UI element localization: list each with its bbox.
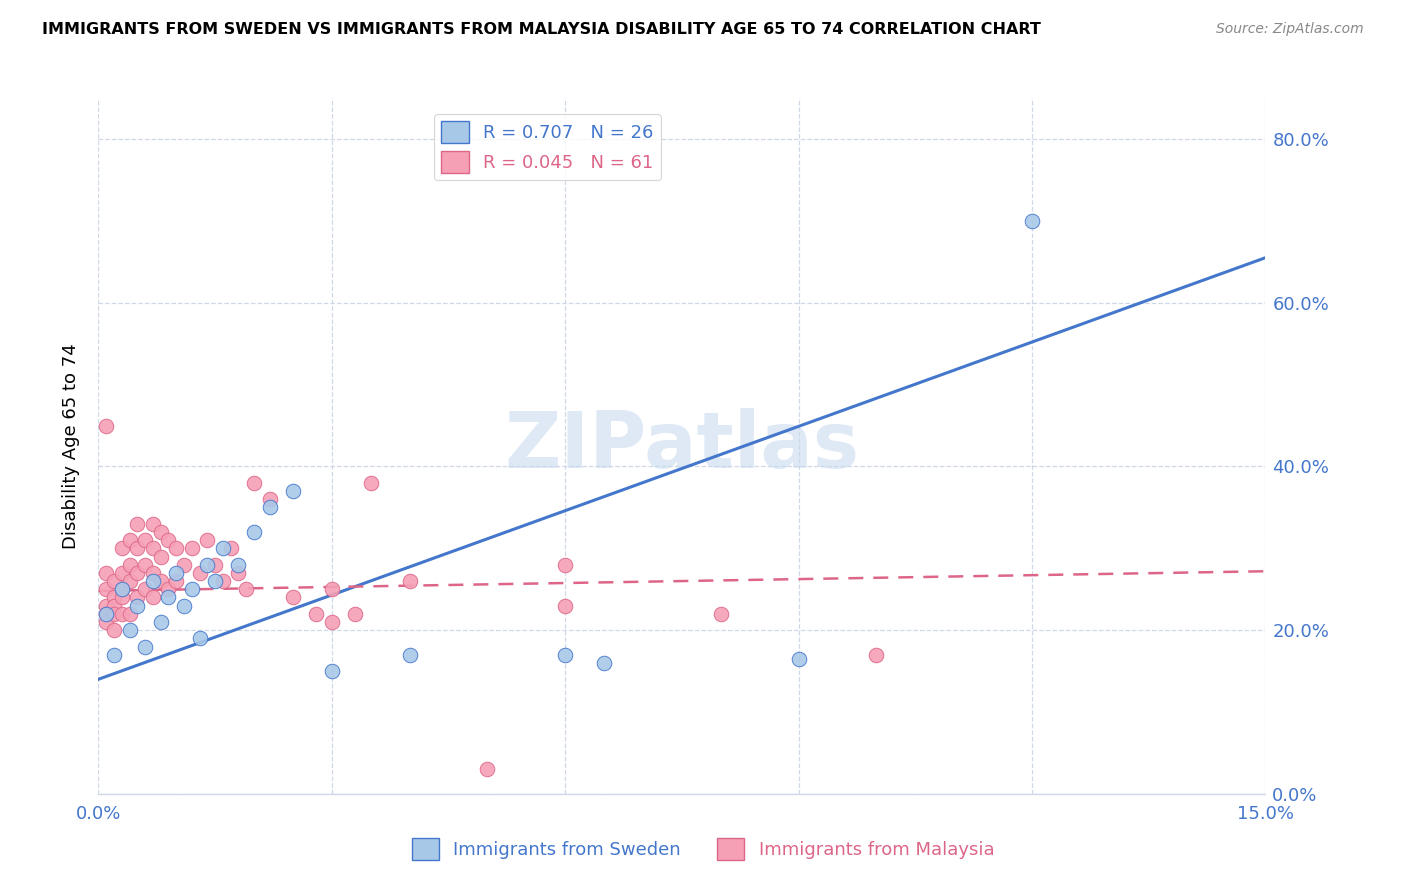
Point xyxy=(180,541,202,556)
Point xyxy=(103,648,125,662)
Point xyxy=(243,475,266,490)
Point xyxy=(360,475,382,490)
Point xyxy=(96,615,118,629)
Point xyxy=(259,500,281,515)
Point xyxy=(259,492,281,507)
Point xyxy=(212,541,235,556)
Point xyxy=(228,558,250,572)
Point xyxy=(103,623,125,637)
Point xyxy=(180,582,202,597)
Point xyxy=(96,566,118,580)
Point xyxy=(344,607,367,621)
Legend: R = 0.707   N = 26, R = 0.045   N = 61: R = 0.707 N = 26, R = 0.045 N = 61 xyxy=(434,114,661,180)
Point xyxy=(142,566,165,580)
Point xyxy=(96,607,118,621)
Point xyxy=(142,574,165,588)
Point xyxy=(127,541,149,556)
Point xyxy=(593,656,616,670)
Point xyxy=(118,623,141,637)
Point xyxy=(118,607,141,621)
Point xyxy=(865,648,887,662)
Point xyxy=(321,582,343,597)
Point xyxy=(165,566,187,580)
Point xyxy=(103,607,125,621)
Point xyxy=(195,533,218,548)
Point xyxy=(149,615,172,629)
Point xyxy=(165,574,187,588)
Point xyxy=(111,566,134,580)
Point xyxy=(204,558,226,572)
Point xyxy=(321,664,343,678)
Point xyxy=(398,574,420,588)
Point xyxy=(103,574,125,588)
Point xyxy=(103,599,125,613)
Point xyxy=(142,516,165,531)
Point xyxy=(281,591,304,605)
Text: Source: ZipAtlas.com: Source: ZipAtlas.com xyxy=(1216,22,1364,37)
Point xyxy=(118,533,141,548)
Point xyxy=(305,607,328,621)
Point xyxy=(157,591,180,605)
Point xyxy=(212,574,235,588)
Point xyxy=(111,607,134,621)
Point xyxy=(219,541,242,556)
Point xyxy=(127,591,149,605)
Point xyxy=(127,516,149,531)
Point xyxy=(554,558,576,572)
Point xyxy=(118,558,141,572)
Legend: Immigrants from Sweden, Immigrants from Malaysia: Immigrants from Sweden, Immigrants from … xyxy=(405,830,1001,867)
Point xyxy=(134,640,156,654)
Point xyxy=(142,541,165,556)
Point xyxy=(281,483,304,498)
Point xyxy=(103,591,125,605)
Point xyxy=(321,615,343,629)
Point xyxy=(127,566,149,580)
Point xyxy=(118,574,141,588)
Point xyxy=(243,524,266,539)
Point xyxy=(142,591,165,605)
Point xyxy=(554,648,576,662)
Point xyxy=(157,582,180,597)
Point xyxy=(149,574,172,588)
Point xyxy=(1021,214,1043,228)
Point xyxy=(96,599,118,613)
Point xyxy=(157,533,180,548)
Point xyxy=(134,582,156,597)
Point xyxy=(134,558,156,572)
Point xyxy=(173,599,195,613)
Point xyxy=(787,652,810,666)
Point xyxy=(554,599,576,613)
Point xyxy=(111,591,134,605)
Point xyxy=(96,418,118,433)
Point xyxy=(111,541,134,556)
Point xyxy=(710,607,733,621)
Point xyxy=(398,648,420,662)
Text: ZIPatlas: ZIPatlas xyxy=(505,408,859,484)
Point xyxy=(165,541,187,556)
Text: IMMIGRANTS FROM SWEDEN VS IMMIGRANTS FROM MALAYSIA DISABILITY AGE 65 TO 74 CORRE: IMMIGRANTS FROM SWEDEN VS IMMIGRANTS FRO… xyxy=(42,22,1040,37)
Point xyxy=(96,607,118,621)
Point xyxy=(188,566,211,580)
Point xyxy=(111,582,134,597)
Point xyxy=(149,549,172,564)
Point xyxy=(111,582,134,597)
Point xyxy=(195,558,218,572)
Point xyxy=(134,533,156,548)
Point xyxy=(173,558,195,572)
Point xyxy=(204,574,226,588)
Point xyxy=(235,582,257,597)
Point xyxy=(149,524,172,539)
Point xyxy=(477,762,499,776)
Point xyxy=(96,582,118,597)
Y-axis label: Disability Age 65 to 74: Disability Age 65 to 74 xyxy=(62,343,80,549)
Point xyxy=(228,566,250,580)
Point xyxy=(127,599,149,613)
Point xyxy=(188,632,211,646)
